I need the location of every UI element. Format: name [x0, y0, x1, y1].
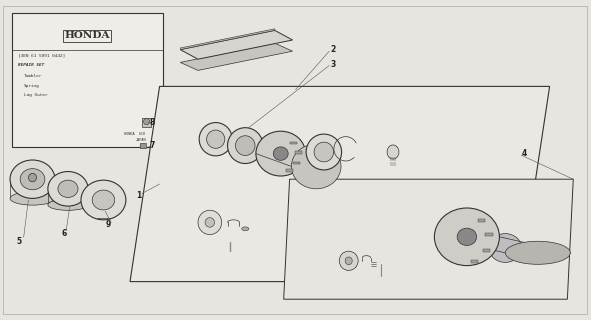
Text: 7: 7	[149, 141, 155, 150]
Text: Lag Outer: Lag Outer	[24, 93, 47, 97]
Ellipse shape	[58, 180, 78, 197]
Ellipse shape	[345, 257, 352, 265]
Ellipse shape	[489, 234, 521, 262]
Text: JAPAN: JAPAN	[136, 138, 147, 142]
Bar	[142, 118, 151, 127]
Text: 2: 2	[330, 45, 335, 54]
Bar	[471, 260, 478, 262]
Text: HONDA  GCK: HONDA GCK	[124, 132, 145, 136]
Ellipse shape	[235, 136, 255, 156]
Bar	[485, 233, 492, 236]
Polygon shape	[284, 179, 573, 299]
Ellipse shape	[207, 130, 225, 148]
Polygon shape	[180, 30, 293, 59]
Ellipse shape	[92, 190, 115, 210]
Bar	[483, 250, 490, 252]
Bar	[286, 170, 293, 172]
Bar	[140, 143, 146, 148]
Ellipse shape	[256, 131, 306, 176]
Ellipse shape	[20, 169, 45, 190]
Text: 1: 1	[137, 191, 141, 200]
Text: Tumbler: Tumbler	[24, 74, 42, 78]
Bar	[12, 13, 163, 147]
Bar	[290, 142, 297, 144]
Polygon shape	[180, 29, 275, 50]
Ellipse shape	[48, 199, 88, 210]
Ellipse shape	[434, 208, 499, 266]
Bar	[293, 162, 300, 164]
Ellipse shape	[10, 160, 55, 198]
Ellipse shape	[205, 218, 215, 227]
Ellipse shape	[10, 192, 55, 205]
Text: Spring: Spring	[24, 84, 40, 87]
Polygon shape	[130, 86, 550, 282]
Text: 4: 4	[522, 149, 527, 158]
Ellipse shape	[339, 251, 358, 270]
Ellipse shape	[228, 128, 263, 164]
Ellipse shape	[144, 118, 150, 125]
Ellipse shape	[81, 180, 126, 220]
Text: REPAIR SET: REPAIR SET	[18, 63, 44, 68]
Text: 9: 9	[106, 220, 111, 229]
Text: [3EN 61 5091 0442]: [3EN 61 5091 0442]	[18, 53, 65, 57]
Text: 6: 6	[61, 229, 66, 238]
Ellipse shape	[457, 228, 477, 245]
Ellipse shape	[28, 173, 37, 182]
Text: 3: 3	[330, 60, 335, 68]
Ellipse shape	[505, 241, 570, 264]
Ellipse shape	[291, 144, 341, 189]
Ellipse shape	[306, 134, 342, 170]
Ellipse shape	[314, 142, 334, 162]
Text: 8: 8	[149, 118, 155, 127]
Ellipse shape	[48, 172, 88, 206]
Ellipse shape	[273, 147, 288, 160]
Text: HONDA: HONDA	[64, 31, 110, 40]
Bar	[295, 151, 302, 154]
Polygon shape	[180, 43, 293, 70]
Ellipse shape	[198, 210, 222, 235]
Text: 5: 5	[17, 237, 22, 246]
Ellipse shape	[242, 227, 249, 231]
Bar	[478, 219, 485, 222]
Ellipse shape	[387, 145, 399, 159]
Ellipse shape	[199, 123, 232, 156]
